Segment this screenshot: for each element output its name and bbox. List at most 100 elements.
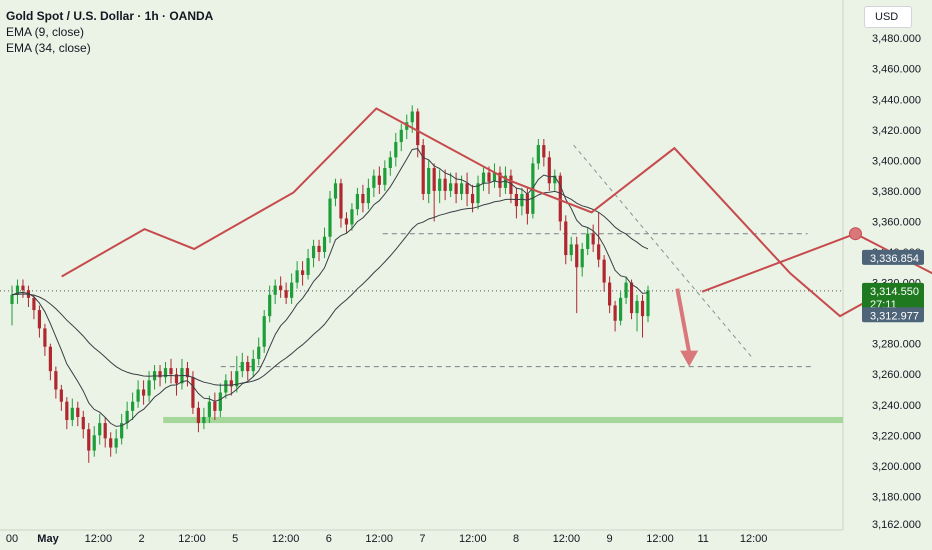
candle-body	[432, 168, 436, 191]
candle-body	[65, 401, 69, 421]
y-tick-label: 3,420.000	[872, 125, 921, 137]
candle-body	[372, 175, 376, 188]
candle-body	[399, 129, 403, 143]
price-axis-panel	[843, 0, 932, 550]
x-tick-label: 12:00	[646, 533, 674, 545]
y-tick-label: 3,360.000	[872, 216, 921, 228]
candle-body	[608, 282, 612, 306]
down-arrow-shaft	[675, 288, 692, 353]
candle-body	[470, 193, 475, 204]
candle-body	[268, 294, 272, 317]
x-tick-label: 12:00	[178, 533, 206, 545]
candle-body	[103, 423, 107, 439]
currency-button[interactable]: USD	[864, 6, 912, 28]
candle-body	[503, 175, 508, 188]
symbol-title: Gold Spot / U.S. Dollar · 1h · OANDA	[6, 9, 214, 23]
candle-body	[410, 111, 414, 123]
candle-body	[416, 111, 420, 146]
candle-body	[76, 407, 80, 417]
ema-fast-badge-text: 3,312.977	[870, 310, 919, 322]
candle-body	[317, 245, 321, 253]
y-tick-label: 3,480.000	[872, 33, 921, 45]
candle-body	[196, 407, 201, 424]
candle-body	[388, 157, 392, 169]
candle-body	[553, 175, 557, 184]
candle-body	[229, 380, 233, 387]
candle-body	[136, 389, 140, 402]
y-tick-label: 3,440.000	[872, 94, 921, 106]
candle-body	[591, 233, 595, 245]
candle-body	[564, 221, 568, 256]
candle-body	[558, 175, 562, 222]
x-tick-label: 2	[139, 533, 145, 545]
x-tick-label: 00	[6, 533, 18, 545]
candle-body	[602, 259, 606, 283]
candle-body	[262, 316, 266, 347]
candle-body	[646, 290, 650, 317]
candle-body	[454, 183, 458, 194]
candle-body	[120, 423, 124, 439]
x-tick-label: May	[37, 533, 59, 545]
candle-body	[427, 168, 431, 194]
x-tick-label: 9	[607, 533, 613, 545]
candle-body	[48, 346, 52, 372]
x-tick-label: 11	[697, 533, 708, 545]
y-tick-label: 3,460.000	[872, 64, 921, 76]
candle-body	[575, 244, 579, 268]
x-tick-label: 6	[326, 533, 332, 545]
x-tick-label: 12:00	[553, 533, 581, 545]
candle-body	[322, 236, 327, 253]
candle-body	[520, 193, 524, 207]
candle-body	[21, 285, 25, 291]
candle-body	[613, 305, 617, 321]
candle-body	[624, 282, 628, 298]
x-tick-label: 12:00	[459, 533, 487, 545]
y-tick-label: 3,380.000	[872, 186, 921, 198]
candle-body	[498, 172, 502, 188]
candle-body	[443, 178, 447, 191]
candle-body	[465, 183, 469, 194]
candle-body	[569, 244, 573, 256]
candle-body	[361, 193, 365, 204]
dashed-trendline	[573, 144, 754, 360]
candle-body	[37, 310, 42, 329]
candle-body	[251, 358, 255, 372]
x-tick-label: 12:00	[85, 533, 113, 545]
ema-fast-label: EMA (9, close)	[6, 25, 85, 39]
candle-body	[147, 380, 151, 396]
x-tick-label: 12:00	[272, 533, 300, 545]
y-tick-label: 3,280.000	[872, 339, 921, 351]
candle-body	[421, 145, 425, 194]
candle-body	[218, 392, 222, 411]
x-tick-label: 8	[513, 533, 519, 545]
candle-body	[295, 270, 299, 283]
candle-body	[306, 258, 310, 275]
y-tick-label: 3,200.000	[872, 461, 921, 473]
candle-body	[114, 438, 118, 448]
candle-body	[339, 183, 343, 219]
support-zone	[163, 416, 843, 424]
y-tick-label: 3,180.000	[872, 491, 921, 503]
candle-body	[525, 193, 529, 214]
candle-body	[185, 368, 190, 378]
candle-body	[311, 245, 316, 259]
candle-body	[300, 270, 305, 275]
candle-body	[131, 401, 135, 411]
candle-body	[355, 193, 360, 210]
candle-body	[15, 285, 20, 295]
candle-body	[459, 183, 464, 194]
candle-body	[81, 416, 85, 430]
y-tick-label: 3,400.000	[872, 155, 921, 167]
last-price-badge-text: 3,314.550	[870, 286, 919, 298]
candle-body	[509, 175, 513, 194]
ema-fast-badge-bg	[862, 307, 924, 323]
candle-body	[163, 368, 168, 378]
x-tick-label: 7	[419, 533, 425, 545]
chart-legend: Gold Spot / U.S. Dollar · 1h · OANDA EMA…	[6, 8, 213, 56]
candle-body	[492, 172, 497, 182]
candle-body	[542, 145, 546, 158]
candle-body	[449, 183, 453, 191]
x-tick-label: 5	[232, 533, 238, 545]
